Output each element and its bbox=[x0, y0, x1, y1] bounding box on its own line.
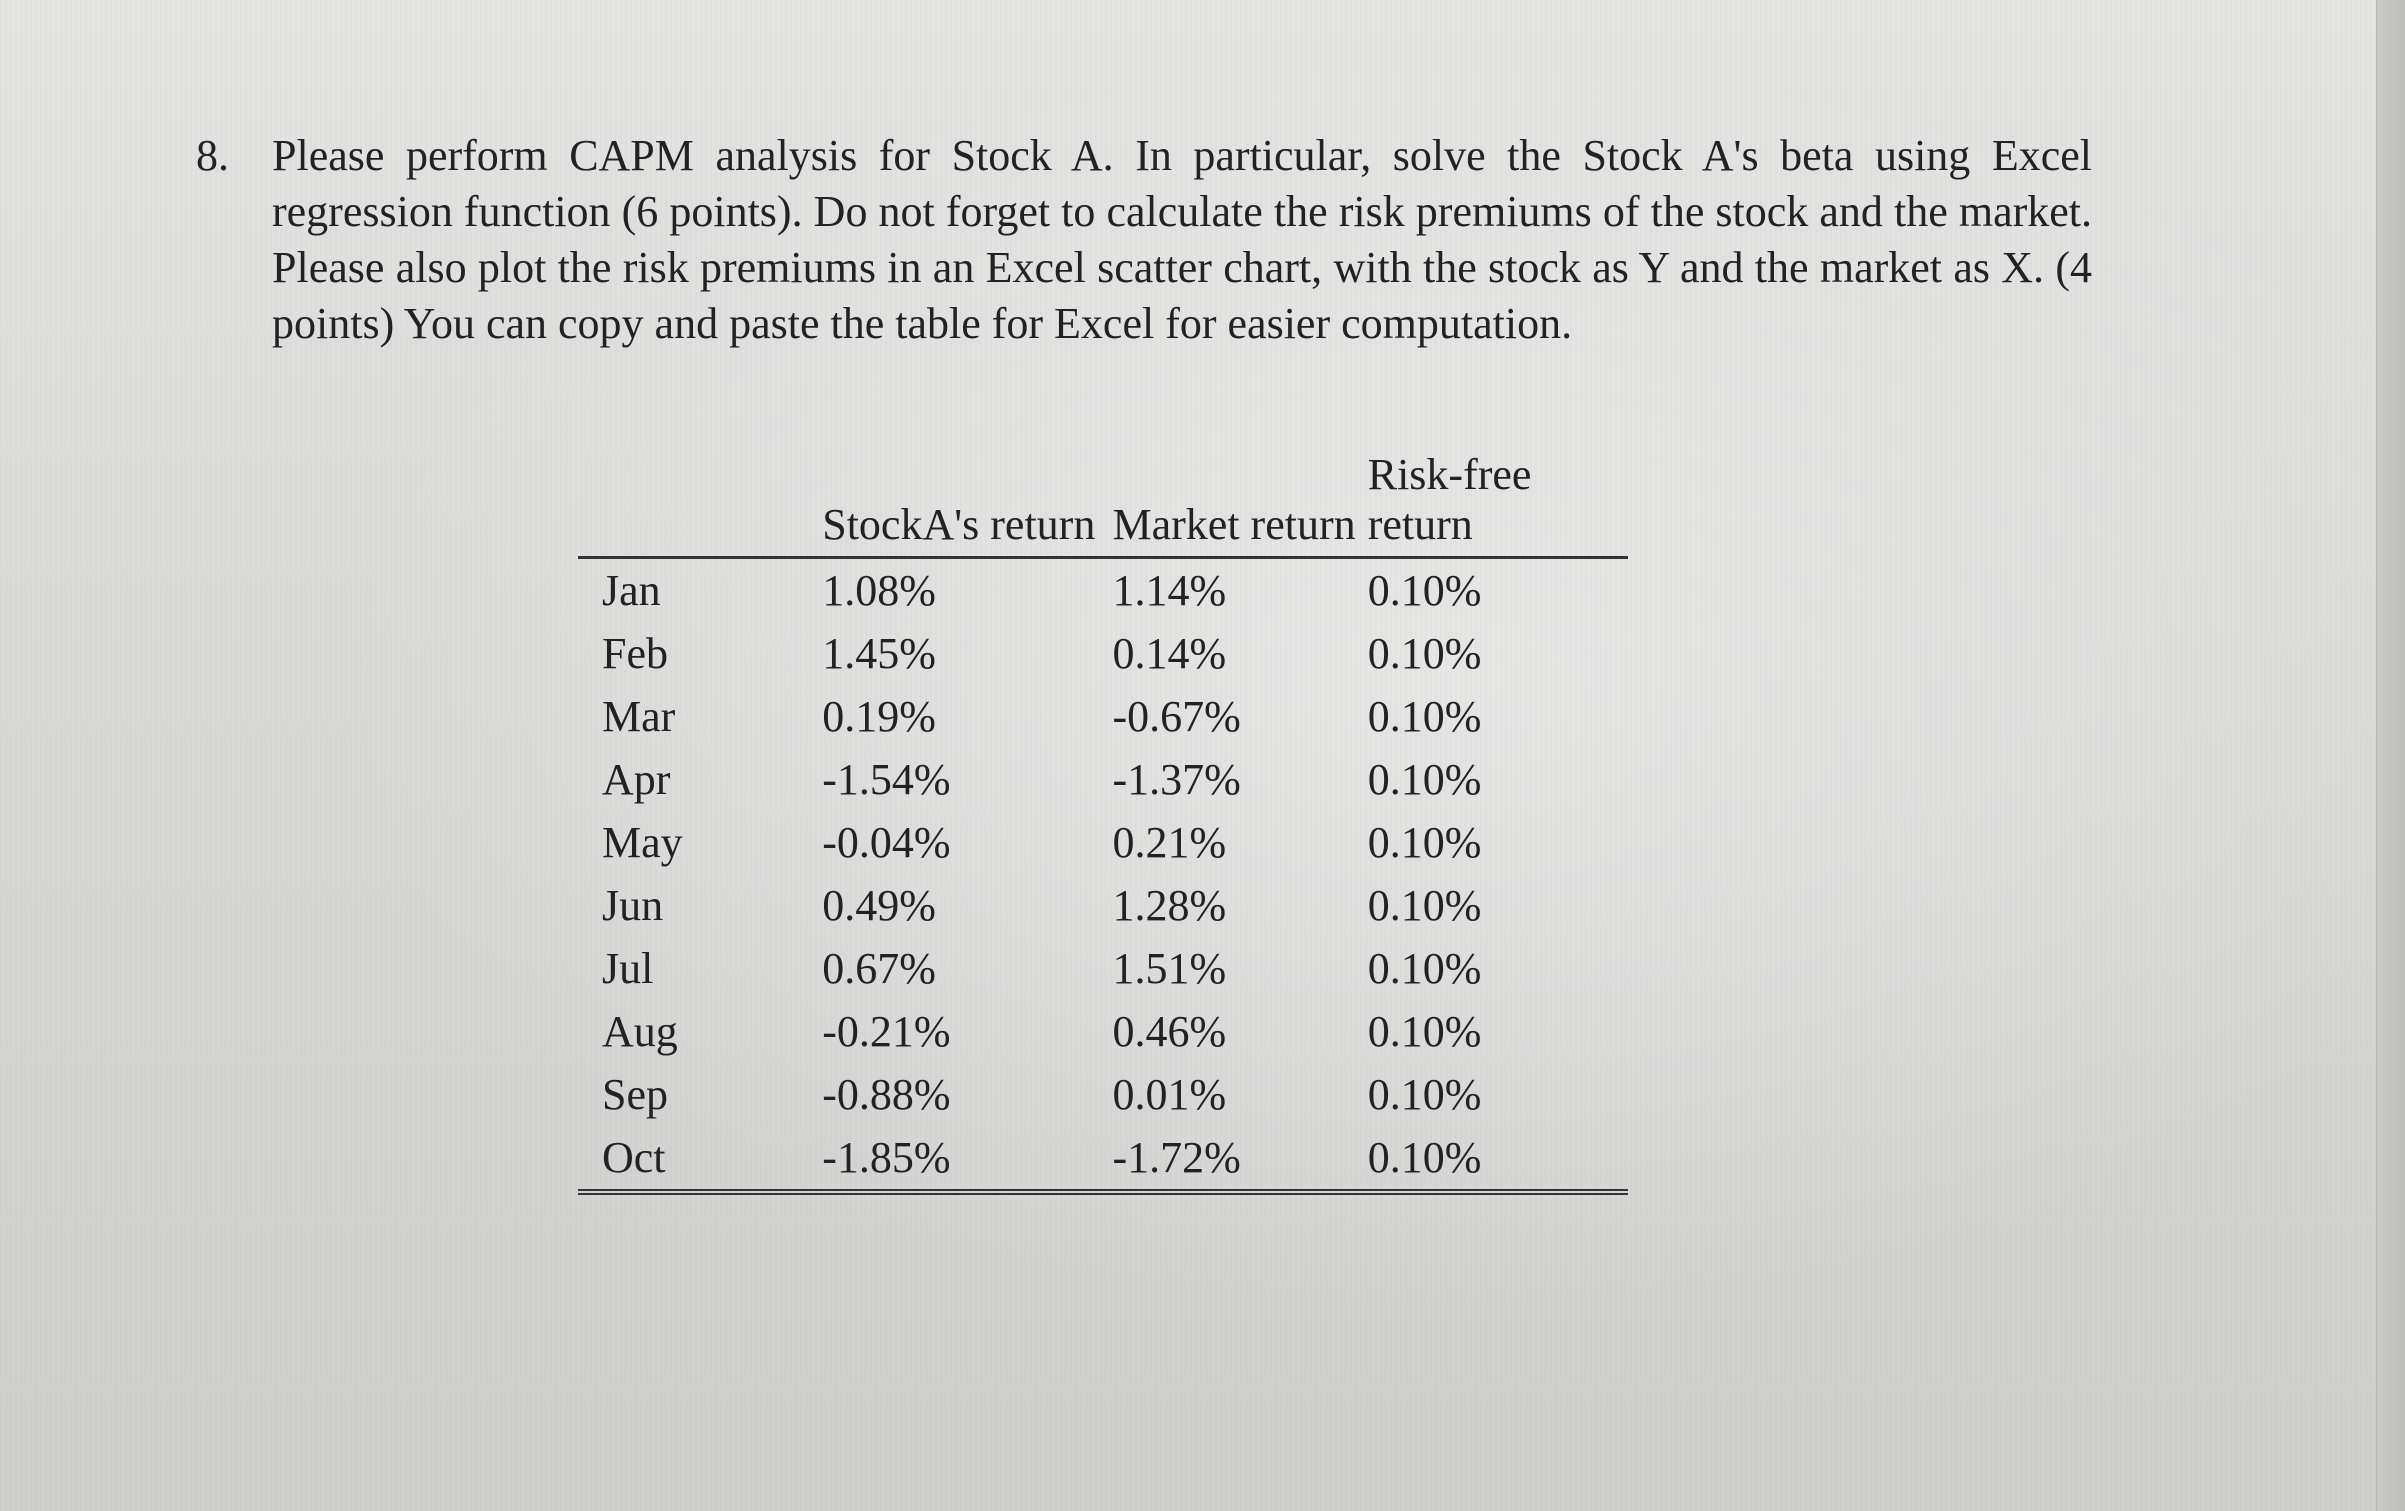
header-market-return: Market return bbox=[1112, 450, 1368, 559]
table-row: Jan 1.08% 1.14% 0.10% bbox=[578, 558, 1628, 623]
market-return-cell: 0.46% bbox=[1112, 1006, 1227, 1056]
stock-return-cell: 0.19% bbox=[822, 691, 936, 741]
risk-free-cell: 0.10% bbox=[1367, 754, 1482, 804]
table-row: Feb 1.45% 0.14% 0.10% bbox=[578, 622, 1628, 685]
stock-return-cell: 0.67% bbox=[822, 943, 936, 993]
market-return-cell: 0.14% bbox=[1112, 628, 1227, 678]
table-row: Aug -0.21% 0.46% 0.10% bbox=[578, 1000, 1628, 1063]
month-cell: Aug bbox=[602, 1006, 678, 1056]
stock-return-cell: 1.08% bbox=[822, 565, 936, 615]
market-return-cell: -1.37% bbox=[1112, 754, 1241, 804]
risk-free-cell: 0.10% bbox=[1367, 943, 1482, 993]
market-return-cell: 0.21% bbox=[1112, 817, 1227, 867]
stock-return-cell: -1.85% bbox=[822, 1126, 1113, 1195]
market-return-cell: -1.72% bbox=[1112, 1126, 1368, 1195]
returns-table: StockA's return Market return Risk-free … bbox=[578, 450, 1628, 1195]
table-header-row: StockA's return Market return Risk-free … bbox=[578, 450, 1628, 559]
question-number: 8. bbox=[196, 131, 229, 180]
risk-free-cell: 0.10% bbox=[1367, 1006, 1482, 1056]
market-return-cell: -0.67% bbox=[1112, 691, 1241, 741]
header-stock-return: StockA's return bbox=[822, 450, 1113, 559]
risk-free-cell: 0.10% bbox=[1367, 691, 1482, 741]
market-return-cell: 1.28% bbox=[1112, 880, 1227, 930]
month-cell: May bbox=[602, 817, 683, 867]
stock-return-cell: -0.04% bbox=[822, 817, 951, 867]
returns-table-container: StockA's return Market return Risk-free … bbox=[578, 450, 1628, 1195]
header-month bbox=[578, 450, 823, 559]
month-cell: Jul bbox=[602, 943, 654, 993]
stock-return-cell: -1.54% bbox=[822, 754, 951, 804]
month-cell: Jan bbox=[602, 565, 661, 615]
month-cell: Oct bbox=[578, 1126, 823, 1195]
month-cell: Jun bbox=[602, 880, 664, 930]
month-cell: Apr bbox=[602, 754, 671, 804]
risk-free-cell: 0.10% bbox=[1367, 1069, 1482, 1119]
risk-free-cell: 0.10% bbox=[1367, 880, 1482, 930]
risk-free-cell: 0.10% bbox=[1367, 565, 1482, 615]
market-return-cell: 0.01% bbox=[1112, 1069, 1227, 1119]
month-cell: Mar bbox=[602, 691, 676, 741]
market-return-cell: 1.14% bbox=[1112, 565, 1227, 615]
stock-return-cell: -0.21% bbox=[822, 1006, 951, 1056]
stock-return-cell: -0.88% bbox=[822, 1069, 951, 1119]
table-row: Sep -0.88% 0.01% 0.10% bbox=[578, 1063, 1628, 1126]
risk-free-cell: 0.10% bbox=[1367, 628, 1482, 678]
screen-edge bbox=[2376, 0, 2405, 1511]
stock-return-cell: 0.49% bbox=[822, 880, 936, 930]
month-cell: Feb bbox=[602, 628, 668, 678]
table-row: Apr -1.54% -1.37% 0.10% bbox=[578, 748, 1628, 811]
header-risk-free-return: Risk-free return bbox=[1367, 450, 1628, 559]
question-text: Please perform CAPM analysis for Stock A… bbox=[272, 131, 2092, 348]
table-row: May -0.04% 0.21% 0.10% bbox=[578, 811, 1628, 874]
month-cell: Sep bbox=[602, 1069, 668, 1119]
market-return-cell: 1.51% bbox=[1112, 943, 1227, 993]
table-row: Jun 0.49% 1.28% 0.10% bbox=[578, 874, 1628, 937]
risk-free-cell: 0.10% bbox=[1367, 1126, 1628, 1195]
stock-return-cell: 1.45% bbox=[822, 628, 936, 678]
risk-free-cell: 0.10% bbox=[1367, 817, 1482, 867]
table-row: Mar 0.19% -0.67% 0.10% bbox=[578, 685, 1628, 748]
table-row: Jul 0.67% 1.51% 0.10% bbox=[578, 937, 1628, 1000]
table-row: Oct -1.85% -1.72% 0.10% bbox=[578, 1126, 1628, 1195]
